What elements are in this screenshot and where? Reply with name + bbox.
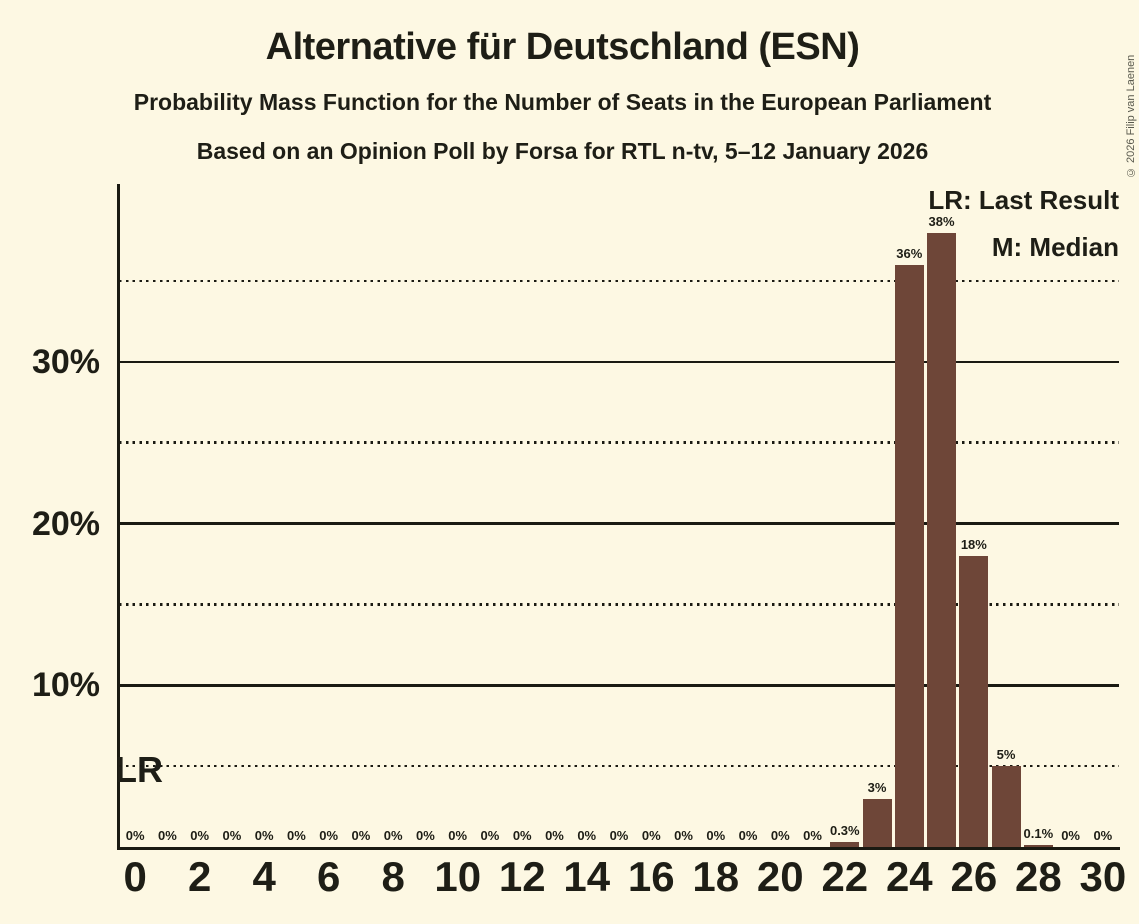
y-tick-label-20%: 20% — [31, 504, 100, 543]
bar-value-label-seat-19: 0% — [738, 828, 758, 843]
x-tick-label-22: 22 — [821, 853, 869, 900]
y-axis-labels: 10% 20% 30% — [0, 184, 100, 847]
bar-value-label-seat-6: 0% — [319, 828, 339, 843]
bar-value-label-seat-7: 0% — [351, 828, 371, 843]
x-axis-line — [117, 847, 1120, 850]
x-tick-label-20: 20 — [756, 853, 804, 900]
last-result-marker: LR — [115, 749, 163, 791]
x-tick-label-10: 10 — [434, 853, 482, 900]
bar-value-label-seat-2: 0% — [190, 828, 210, 843]
bar-value-label-seat-14: 0% — [577, 828, 597, 843]
x-tick-label-26: 26 — [950, 853, 998, 900]
bar-value-label-seat-24: 36% — [896, 245, 923, 261]
bar-value-label-seat-3: 0% — [222, 828, 242, 843]
x-tick-label-2: 2 — [187, 853, 212, 900]
bar-seat-23 — [862, 798, 892, 847]
y-axis-line — [117, 184, 120, 847]
bar-seat-27 — [991, 766, 1021, 847]
bar-seat-24 — [894, 264, 924, 847]
bar-value-label-seat-5: 0% — [287, 828, 306, 843]
bar-value-label-seat-28: 0.1% — [1023, 826, 1054, 842]
x-tick-label-28: 28 — [1014, 853, 1062, 900]
chart-source-subtitle: Based on an Opinion Poll by Forsa for RT… — [196, 138, 929, 164]
x-tick-label-6: 6 — [316, 853, 341, 900]
gridline-dotted-35pct — [119, 279, 1119, 283]
legend-last-result: LR: Last Result — [928, 185, 1119, 215]
x-tick-label-18: 18 — [692, 853, 740, 900]
bar-value-label-seat-20: 0% — [770, 828, 790, 843]
bar-value-label-seat-0: 0% — [125, 828, 145, 843]
copyright-notice: © 2026 Filip van Laenen — [1125, 54, 1137, 178]
page-title: Alternative für Deutschland (ESN) — [265, 26, 860, 68]
gridline-solid-10pct — [119, 684, 1119, 687]
x-tick-label-14: 14 — [563, 853, 611, 900]
bar-value-label-seat-18: 0% — [706, 828, 726, 843]
bar-value-label-seat-26: 18% — [960, 536, 987, 552]
bar-value-label-seat-8: 0% — [383, 828, 403, 843]
bar-value-label-seat-15: 0% — [609, 828, 629, 843]
x-tick-label-8: 8 — [381, 853, 405, 900]
bar-value-label-seat-25: 38% — [928, 213, 955, 229]
gridline-solid-20pct — [119, 522, 1119, 525]
y-tick-label-10%: 10% — [31, 666, 100, 705]
bar-value-label-seat-17: 0% — [674, 828, 693, 843]
x-tick-label-24: 24 — [885, 853, 933, 900]
legend-median: M: Median — [991, 232, 1119, 262]
x-tick-label-0: 0 — [123, 853, 147, 900]
x-tick-label-16: 16 — [627, 853, 675, 900]
gridline-dotted-25pct — [119, 441, 1119, 444]
plot-area: LR M 0%0%0%0%0%0%0%0%0%0%0%0%0%0%0%0%0%0… — [115, 184, 1126, 898]
gridline-dotted-15pct — [119, 603, 1119, 606]
bar-value-label-seat-13: 0% — [545, 828, 564, 843]
bar-value-label-seat-22: 0.3% — [829, 823, 860, 839]
bar-value-label-seat-12: 0% — [512, 828, 532, 843]
bar-value-label-seat-30: 0% — [1093, 828, 1113, 843]
bar-value-label-seat-27: 5% — [996, 747, 1016, 763]
bar-seat-28 — [1023, 845, 1053, 847]
x-tick-label-30: 30 — [1079, 853, 1127, 900]
bar-value-label-seat-4: 0% — [254, 828, 274, 843]
chart-legend: LR: Last Result M: Median — [928, 187, 1119, 260]
bar-value-label-seat-21: 0% — [803, 828, 822, 843]
y-tick-label-30%: 30% — [31, 342, 100, 381]
gridline-dotted-5pct — [119, 764, 1119, 768]
bar-seat-22 — [830, 842, 860, 847]
bar-value-label-seat-23: 3% — [867, 779, 887, 795]
bar-seat-25 — [927, 232, 957, 847]
x-tick-label-12: 12 — [498, 853, 546, 900]
bar-value-label-seat-11: 0% — [480, 828, 500, 843]
x-tick-label-4: 4 — [252, 853, 276, 900]
bar-value-label-seat-16: 0% — [641, 828, 661, 843]
bar-value-label-seat-10: 0% — [448, 828, 468, 843]
bar-value-label-seat-29: 0% — [1061, 828, 1080, 843]
bar-value-label-seat-9: 0% — [416, 828, 435, 843]
gridline-solid-30pct — [119, 360, 1119, 364]
chart-subtitle: Probability Mass Function for the Number… — [133, 89, 992, 115]
bar-value-label-seat-1: 0% — [157, 828, 177, 843]
bar-seat-26 — [959, 555, 989, 847]
